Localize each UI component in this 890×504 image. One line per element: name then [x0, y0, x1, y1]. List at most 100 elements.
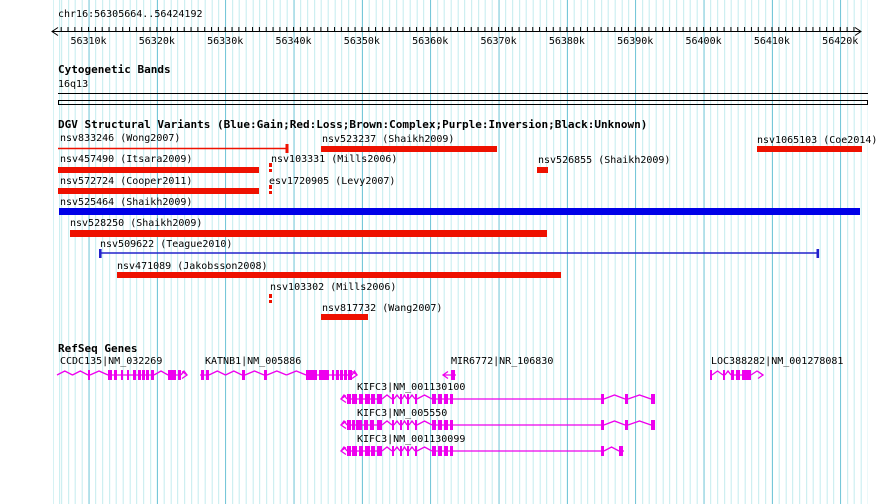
- gene-exon-glyph[interactable]: [332, 370, 334, 380]
- gene-label[interactable]: LOC388282|NM_001278081: [711, 356, 844, 367]
- variant-tick-glyph[interactable]: [269, 294, 272, 298]
- variant-label[interactable]: nsv572724 (Cooper2011): [60, 176, 193, 187]
- gene-exon-glyph[interactable]: [450, 420, 453, 430]
- variant-label[interactable]: nsv528250 (Shaikh2009): [70, 218, 203, 229]
- gene-exon-glyph[interactable]: [432, 394, 436, 404]
- gene-exon-glyph[interactable]: [450, 394, 453, 404]
- gene-exon-glyph[interactable]: [88, 370, 90, 380]
- gene-exon-glyph[interactable]: [336, 370, 339, 380]
- gene-exon-glyph[interactable]: [151, 370, 154, 380]
- gene-exon-glyph[interactable]: [625, 420, 628, 430]
- variant-label[interactable]: nsv817732 (Wang2007): [322, 303, 443, 314]
- gene-exon-glyph[interactable]: [359, 394, 363, 404]
- gene-intron-path[interactable]: [340, 445, 624, 452]
- variant-label[interactable]: nsv103331 (Mills2006): [271, 154, 398, 165]
- gene-exon-glyph[interactable]: [108, 370, 112, 380]
- gene-exon-glyph[interactable]: [370, 420, 374, 430]
- gene-exon-glyph[interactable]: [438, 446, 442, 456]
- gene-intron-path[interactable]: [340, 393, 652, 400]
- gene-exon-glyph[interactable]: [438, 420, 442, 430]
- gene-label[interactable]: CCDC135|NM_032269: [60, 356, 163, 367]
- gene-exon-glyph[interactable]: [731, 370, 734, 380]
- gene-exon-glyph[interactable]: [364, 420, 368, 430]
- gene-exon-glyph[interactable]: [392, 420, 394, 430]
- gene-exon-glyph[interactable]: [415, 446, 417, 456]
- gene-label[interactable]: KIFC3|NM_001130100: [357, 382, 466, 393]
- gene-exon-glyph[interactable]: [742, 370, 751, 380]
- variant-bar-glyph[interactable]: [757, 146, 862, 152]
- gene-exon-glyph[interactable]: [352, 394, 357, 404]
- variant-tick-glyph[interactable]: [269, 185, 272, 189]
- variant-tick-glyph[interactable]: [269, 169, 272, 172]
- variant-tick-glyph[interactable]: [269, 300, 272, 303]
- gene-exon-glyph[interactable]: [736, 370, 740, 380]
- variant-label[interactable]: nsv833246 (Wong2007): [60, 133, 181, 144]
- gene-exon-glyph[interactable]: [344, 370, 347, 380]
- gene-label[interactable]: MIR6772|NR_106830: [451, 356, 554, 367]
- gene-exon-glyph[interactable]: [168, 370, 176, 380]
- gene-exon-glyph[interactable]: [723, 370, 725, 380]
- cytoband-glyph[interactable]: [58, 100, 868, 105]
- gene-exon-glyph[interactable]: [365, 394, 370, 404]
- gene-exon-glyph[interactable]: [444, 446, 448, 456]
- gene-exon-glyph[interactable]: [206, 370, 209, 380]
- gene-exon-glyph[interactable]: [451, 370, 455, 380]
- gene-exon-glyph[interactable]: [306, 370, 317, 380]
- variant-label[interactable]: nsv103302 (Mills2006): [270, 282, 397, 293]
- gene-intron-path[interactable]: [56, 369, 188, 376]
- gene-exon-glyph[interactable]: [127, 370, 129, 380]
- gene-exon-glyph[interactable]: [138, 370, 141, 380]
- gene-exon-glyph[interactable]: [400, 420, 402, 430]
- gene-exon-glyph[interactable]: [438, 394, 442, 404]
- gene-exon-glyph[interactable]: [444, 420, 448, 430]
- variant-bar-glyph[interactable]: [58, 167, 259, 173]
- gene-exon-glyph[interactable]: [377, 394, 382, 404]
- gene-exon-glyph[interactable]: [392, 394, 394, 404]
- gene-intron-path[interactable]: [340, 419, 652, 426]
- gene-exon-glyph[interactable]: [348, 370, 352, 380]
- gene-exon-glyph[interactable]: [352, 420, 355, 430]
- gene-exon-glyph[interactable]: [365, 446, 370, 456]
- gene-exon-glyph[interactable]: [377, 446, 382, 456]
- gene-exon-glyph[interactable]: [601, 394, 604, 404]
- variant-bar-glyph[interactable]: [117, 272, 561, 278]
- gene-exon-glyph[interactable]: [432, 446, 436, 456]
- variant-box-glyph[interactable]: [537, 167, 548, 173]
- gene-exon-glyph[interactable]: [121, 370, 123, 380]
- gene-exon-glyph[interactable]: [415, 394, 417, 404]
- gene-exon-glyph[interactable]: [142, 370, 145, 380]
- gene-label[interactable]: KIFC3|NM_005550: [357, 408, 448, 419]
- gene-exon-glyph[interactable]: [201, 370, 204, 380]
- gene-exon-glyph[interactable]: [146, 370, 149, 380]
- gene-intron-path[interactable]: [200, 369, 358, 376]
- variant-label[interactable]: nsv523237 (Shaikh2009): [322, 134, 455, 145]
- gene-exon-glyph[interactable]: [359, 446, 363, 456]
- gene-exon-glyph[interactable]: [264, 370, 267, 380]
- gene-exon-glyph[interactable]: [415, 420, 417, 430]
- gene-exon-glyph[interactable]: [407, 394, 409, 404]
- gene-exon-glyph[interactable]: [114, 370, 117, 380]
- variant-bar-glyph[interactable]: [321, 146, 497, 152]
- variant-label[interactable]: nsv471089 (Jakobsson2008): [117, 261, 268, 272]
- gene-exon-glyph[interactable]: [319, 370, 329, 380]
- gene-exon-glyph[interactable]: [432, 420, 436, 430]
- gene-exon-glyph[interactable]: [356, 420, 362, 430]
- variant-tick-glyph[interactable]: [269, 163, 272, 167]
- gene-exon-glyph[interactable]: [601, 420, 604, 430]
- variant-bar-glyph[interactable]: [70, 230, 547, 237]
- gene-exon-glyph[interactable]: [133, 370, 136, 380]
- gene-exon-glyph[interactable]: [407, 420, 409, 430]
- variant-label[interactable]: nsv1065103 (Coe2014): [757, 135, 878, 146]
- variant-bar-glyph[interactable]: [59, 208, 860, 215]
- variant-label[interactable]: nsv457490 (Itsara2009): [60, 154, 193, 165]
- variant-label[interactable]: nsv526855 (Shaikh2009): [538, 155, 671, 166]
- variant-tick-glyph[interactable]: [269, 191, 272, 194]
- gene-exon-glyph[interactable]: [651, 394, 655, 404]
- variant-bar-glyph[interactable]: [58, 188, 259, 194]
- variant-label[interactable]: nsv509622 (Teague2010): [100, 239, 233, 250]
- gene-exon-glyph[interactable]: [347, 446, 351, 456]
- gene-exon-glyph[interactable]: [710, 370, 712, 380]
- variant-bar-glyph[interactable]: [321, 314, 368, 320]
- gene-exon-glyph[interactable]: [352, 446, 357, 456]
- gene-exon-glyph[interactable]: [392, 446, 394, 456]
